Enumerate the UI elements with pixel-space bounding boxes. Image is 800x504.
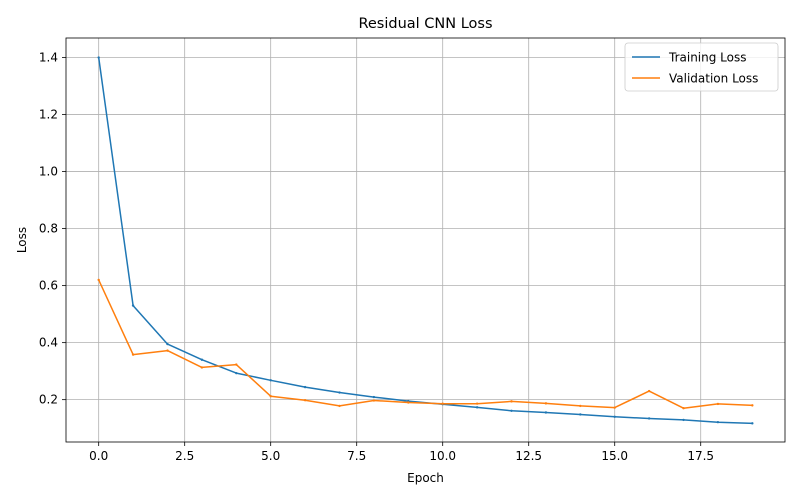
data-point — [303, 385, 307, 389]
x-tick-label: 17.5 — [687, 449, 714, 463]
data-point — [166, 349, 169, 352]
data-point — [544, 411, 548, 414]
y-tick-label: 1.2 — [39, 108, 58, 122]
y-tick-label: 1.4 — [39, 51, 58, 65]
data-point — [647, 389, 651, 393]
plot-frame — [65, 37, 786, 443]
data-point — [475, 402, 479, 405]
chart-title: Residual CNN Loss — [358, 16, 492, 32]
data-point — [407, 401, 410, 404]
legend-label: Validation Loss — [669, 72, 758, 86]
data-point — [510, 409, 513, 412]
grid — [66, 38, 785, 442]
x-tick-label: 7.5 — [347, 449, 366, 463]
data-point — [338, 391, 341, 394]
data-point — [131, 353, 135, 356]
data-point — [338, 404, 341, 408]
data-point — [97, 278, 100, 282]
data-point — [579, 404, 582, 408]
x-axis-ticks: 0.0 2.5 5.0 7.5 10.0 12.5 15.0 17.5 — [89, 442, 714, 463]
y-tick-label: 0.4 — [39, 336, 58, 350]
y-tick-label: 1.0 — [39, 165, 58, 179]
data-point — [579, 413, 582, 416]
x-tick-label: 2.5 — [175, 449, 194, 463]
data-point — [131, 304, 135, 307]
x-tick-label: 5.0 — [261, 449, 280, 463]
x-tick-label: 12.5 — [515, 449, 542, 463]
data-point — [372, 395, 376, 399]
data-point — [682, 418, 685, 422]
data-point — [716, 402, 720, 406]
data-point — [716, 420, 720, 424]
data-point — [613, 415, 616, 418]
data-point — [682, 407, 685, 410]
legend-box — [624, 42, 779, 92]
data-point — [235, 363, 238, 366]
series-layer — [97, 56, 754, 425]
legend: Training Loss Validation Loss — [624, 42, 779, 92]
data-point — [97, 56, 100, 59]
data-point — [544, 402, 548, 405]
data-point — [613, 406, 616, 409]
data-point — [235, 371, 238, 375]
data-point — [751, 404, 754, 407]
data-point — [269, 379, 272, 382]
x-tick-label: 10.0 — [429, 449, 456, 463]
data-point — [200, 358, 204, 361]
y-tick-label: 0.6 — [39, 279, 58, 293]
data-point — [200, 366, 204, 369]
data-point — [303, 399, 307, 402]
data-point — [441, 402, 444, 405]
y-tick-label: 0.8 — [39, 222, 58, 236]
data-point — [372, 399, 376, 402]
data-point — [510, 400, 513, 403]
data-point — [751, 422, 754, 425]
series-line-validation-loss — [97, 278, 754, 409]
x-tick-label: 15.0 — [601, 449, 628, 463]
data-point — [269, 395, 272, 398]
data-point — [475, 406, 479, 409]
y-tick-label: 0.2 — [39, 393, 58, 407]
legend-label: Training Loss — [668, 51, 746, 65]
x-axis-title: Epoch — [407, 471, 444, 485]
y-axis-ticks: 0.2 0.4 0.6 0.8 1.0 1.2 1.4 — [39, 51, 66, 407]
x-tick-label: 0.0 — [89, 449, 108, 463]
y-axis-title: Loss — [15, 227, 29, 253]
data-point — [166, 342, 169, 346]
data-point — [647, 417, 651, 420]
